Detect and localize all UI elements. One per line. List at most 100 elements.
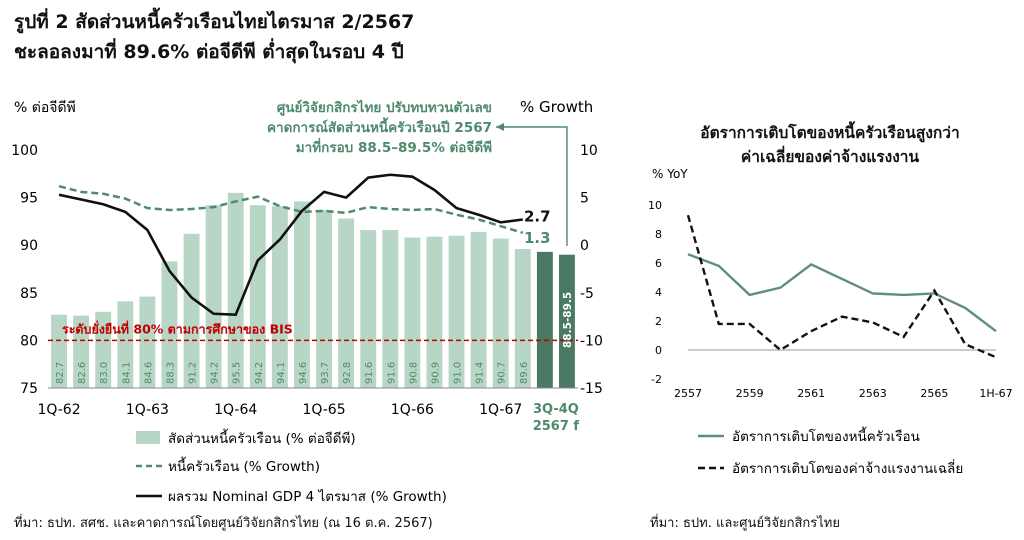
debt-ratio-bar — [338, 218, 355, 388]
debt-ratio-bar — [492, 238, 509, 388]
right-axis-tick: 5 — [580, 191, 589, 207]
x-axis-tick: 1Q-63 — [126, 402, 169, 418]
source-note-right: ที่มา: ธปท. และศูนย์วิจัยกสิกรไทย — [650, 516, 840, 531]
forecast-bar — [536, 251, 553, 388]
right-axis-tick: 0 — [580, 238, 589, 254]
left-chart: % ต่อจีดีพี% Growth7580859095100-15-10-5… — [11, 98, 603, 505]
bar-value-label: 90.8 — [408, 362, 419, 384]
bar-value-label: 91.2 — [188, 362, 199, 384]
debt-ratio-bar — [95, 311, 112, 388]
annotation-connector — [496, 126, 568, 246]
bar-value-label: 84.1 — [121, 362, 132, 384]
debt-ratio-bar — [360, 229, 377, 388]
bar-value-label: 90.9 — [430, 362, 441, 384]
legend-household-label: หนี้ครัวเรือน (% Growth) — [168, 456, 320, 475]
right-chart-y-tick: 4 — [655, 286, 662, 299]
legend-bar-label: สัดส่วนหนี้ครัวเรือน (% ต่อจีดีพี) — [168, 428, 356, 447]
chart-title-line-2: ชะลอลงมาที่ 89.6% ต่อจีดีพี ต่ำสุดในรอบ … — [14, 41, 404, 63]
right-axis-tick: 10 — [580, 143, 598, 159]
gdp-end-label: 2.7 — [524, 207, 551, 225]
debt-ratio-bar — [117, 301, 134, 388]
debt-ratio-bar — [139, 296, 156, 388]
debt-ratio-bar — [404, 237, 421, 388]
forecast-bar-value-label: 88.5-89.5 — [562, 292, 574, 348]
left-axis-tick: 95 — [20, 191, 38, 207]
right-chart-x-tick: 2563 — [859, 387, 887, 400]
left-axis-tick: 75 — [20, 381, 38, 397]
bar-value-label: 84.6 — [143, 362, 154, 384]
right-chart-y-tick: 2 — [655, 315, 662, 328]
left-axis-tick: 100 — [11, 143, 38, 159]
bar-value-label: 93.7 — [320, 362, 331, 384]
bar-value-label: 91.6 — [364, 362, 375, 384]
bar-value-label: 94.2 — [254, 362, 265, 384]
forecast-annotation-line: คาดการณ์สัดส่วนหนี้ครัวเรือนปี 2567 — [267, 117, 492, 136]
forecast-x-label-line-1: 3Q-4Q — [533, 402, 579, 417]
x-axis-tick: 1Q-67 — [479, 402, 522, 418]
right-axis-tick: -10 — [580, 333, 603, 349]
right-axis-tick: -5 — [580, 286, 594, 302]
debt-ratio-bar — [271, 206, 288, 388]
right-chart-x-tick: 2559 — [736, 387, 764, 400]
right-chart-title-line-1: อัตราการเติบโตของหนี้ครัวเรือนสูงกว่า — [700, 124, 960, 142]
right-chart-y-tick: 6 — [655, 257, 662, 270]
debt-ratio-bar — [205, 205, 222, 388]
right-chart-x-tick: 2557 — [674, 387, 702, 400]
debt-ratio-bar — [448, 235, 465, 388]
chart-title-line-1: รูปที่ 2 สัดส่วนหนี้ครัวเรือนไทยไตรมาส 2… — [14, 11, 415, 33]
bar-value-label: 94.1 — [276, 362, 287, 384]
right-chart-x-tick: 2565 — [920, 387, 948, 400]
annotation-arrowhead — [496, 123, 504, 131]
debt-ratio-bar — [382, 229, 399, 388]
debt-ratio-bar — [426, 236, 443, 388]
x-axis-tick: 1Q-66 — [391, 402, 434, 418]
bar-value-label: 91.0 — [453, 362, 464, 384]
right-chart-y-tick: 8 — [655, 228, 662, 241]
bar-value-label: 82.7 — [55, 362, 66, 384]
right-chart-ylabel: % YoY — [652, 167, 688, 181]
forecast-x-label-line-2: 2567 f — [533, 419, 580, 434]
debt-ratio-bar — [183, 233, 200, 388]
legend-wage-label: อัตราการเติบโตของค่าจ้างแรงงานเฉลี่ย — [732, 459, 963, 477]
household-end-label: 1.3 — [524, 229, 551, 247]
household-debt-growth-line — [687, 253, 997, 333]
x-axis-tick: 1Q-62 — [37, 402, 80, 418]
threshold-label: ระดับยั่งยืนที่ 80% ตามการศึกษาของ BIS — [62, 320, 293, 336]
debt-ratio-bar — [316, 209, 332, 388]
legend-gdp-label: ผลรวม Nominal GDP 4 ไตรมาส (% Growth) — [168, 489, 447, 505]
debt-ratio-bar — [227, 192, 244, 388]
bar-value-label: 91.4 — [475, 362, 486, 384]
right-axis-title: % Growth — [520, 98, 593, 116]
right-axis-tick: -15 — [580, 381, 603, 397]
bar-value-label: 82.6 — [77, 362, 88, 384]
left-axis-tick: 90 — [20, 238, 38, 254]
bar-value-label: 90.7 — [497, 362, 508, 384]
bar-value-label: 88.3 — [165, 362, 176, 384]
x-axis-tick: 1Q-65 — [302, 402, 345, 418]
right-chart-title-line-2: ค่าเฉลี่ยของค่าจ้างแรงงาน — [740, 148, 920, 166]
bar-value-label: 94.2 — [210, 362, 221, 384]
forecast-annotation-line: มาที่กรอบ 88.5–89.5% ต่อจีดีพี — [296, 137, 492, 156]
legend-bar-swatch — [136, 431, 160, 444]
gdp-growth-line — [58, 173, 523, 317]
forecast-bar — [559, 254, 575, 388]
bar-value-label: 91.6 — [386, 362, 397, 384]
bar-value-label: 95.5 — [232, 362, 243, 384]
debt-ratio-bar — [161, 261, 178, 388]
source-note-left: ที่มา: ธปท. สศช. และคาดการณ์โดยศูนย์วิจั… — [14, 516, 433, 531]
right-chart-x-tick: 1H-67 — [979, 387, 1012, 400]
debt-ratio-bar — [73, 315, 90, 388]
right-chart: % YoY -2 0 2 4 6 8 10 2557 2559 2561 2563 2565 1H-67 อ… — [648, 167, 1013, 477]
debt-ratio-bar — [249, 205, 266, 388]
debt-ratio-bar — [514, 249, 531, 388]
right-chart-y-tick: 10 — [648, 199, 662, 212]
right-chart-y-tick: -2 — [651, 373, 662, 386]
bar-value-label: 92.8 — [342, 362, 353, 384]
left-axis-tick: 85 — [20, 286, 38, 302]
bar-value-label: 94.6 — [298, 362, 309, 384]
wage-growth-line — [686, 214, 997, 359]
forecast-annotation-line: ศูนย์วิจัยกสิกรไทย ปรับทบทวนตัวเลข — [277, 99, 492, 116]
left-axis-tick: 80 — [20, 333, 38, 349]
bar-value-label: 89.6 — [519, 362, 530, 384]
left-axis-title: % ต่อจีดีพี — [14, 100, 76, 116]
